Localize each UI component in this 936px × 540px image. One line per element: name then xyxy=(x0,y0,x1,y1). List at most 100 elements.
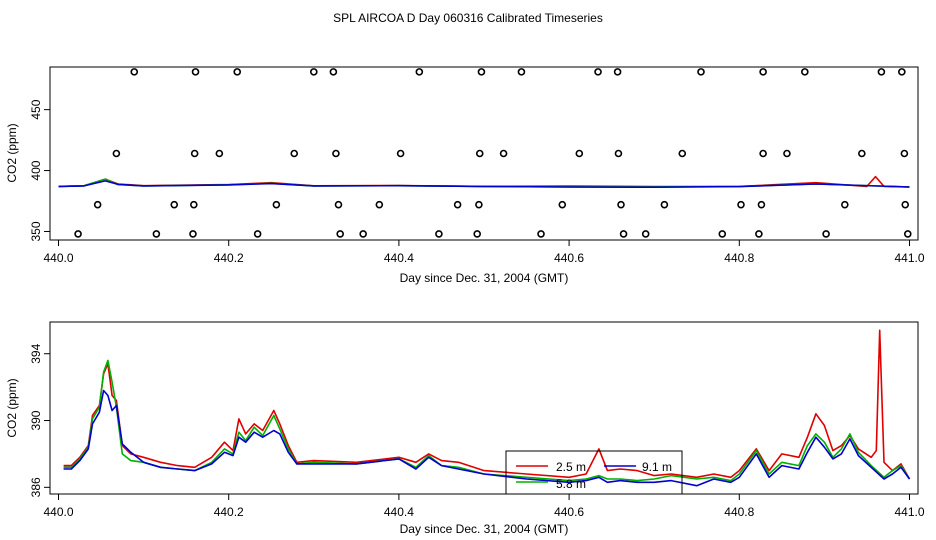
reference-marker xyxy=(660,200,669,209)
reference-marker xyxy=(190,149,199,158)
reference-marker xyxy=(759,149,767,158)
legend-label-5-8m: 5.8 m xyxy=(556,477,586,491)
reference-marker xyxy=(191,68,200,76)
reference-marker xyxy=(841,200,849,209)
reference-marker xyxy=(619,230,628,238)
top-x-axis-title: Day since Dec. 31, 2004 (GMT) xyxy=(400,271,569,285)
chart-title: SPL AIRCOA D Day 060316 Calibrated Times… xyxy=(333,11,603,25)
reference-marker xyxy=(678,149,687,158)
bottom-series-line-5-8-m xyxy=(63,359,911,482)
reference-marker xyxy=(189,230,197,238)
top-x-tick-label: 441.0 xyxy=(894,251,924,265)
bottom-y-axis-title: CO2 (ppm) xyxy=(5,378,19,437)
reference-marker xyxy=(130,68,139,76)
bottom-x-axis-title: Day since Dec. 31, 2004 (GMT) xyxy=(400,522,569,536)
bottom-x-tick-label: 440.8 xyxy=(724,505,754,519)
reference-marker xyxy=(152,230,161,238)
top-y-tick-label: 400 xyxy=(29,160,43,180)
reference-marker xyxy=(290,149,299,158)
reference-marker xyxy=(112,149,121,158)
bottom-y-tick-label: 394 xyxy=(29,343,43,363)
reference-marker xyxy=(253,230,262,238)
top-series-group xyxy=(58,175,910,188)
bottom-x-axis: 440.0 440.2 440.4 440.6 440.8 441.0 xyxy=(43,494,925,519)
reference-marker xyxy=(334,200,343,209)
reference-marker xyxy=(170,200,179,209)
reference-marker xyxy=(614,149,623,158)
reference-marker xyxy=(877,68,886,76)
bottom-x-tick-label: 440.6 xyxy=(554,505,584,519)
top-x-tick-label: 440.4 xyxy=(384,251,414,265)
reference-marker xyxy=(617,200,625,209)
bottom-x-tick-label: 440.2 xyxy=(214,505,244,519)
reference-marker xyxy=(190,200,198,209)
reference-marker xyxy=(575,149,584,158)
reference-marker xyxy=(475,149,484,158)
reference-marker xyxy=(93,200,102,209)
reference-marker xyxy=(858,149,866,158)
reference-marker xyxy=(517,68,526,76)
reference-marker xyxy=(900,149,909,158)
reference-marker xyxy=(332,149,340,158)
reference-marker xyxy=(755,230,763,238)
legend-box xyxy=(505,450,683,495)
top-series-line-9-1-m xyxy=(58,180,910,188)
bottom-y-tick-label: 386 xyxy=(29,477,43,497)
reference-marker xyxy=(477,68,486,76)
reference-marker xyxy=(903,230,912,238)
reference-marker xyxy=(613,68,622,76)
bottom-x-tick-label: 441.0 xyxy=(894,505,924,519)
top-plot-frame xyxy=(49,66,919,241)
reference-marker xyxy=(359,230,367,238)
reference-marker xyxy=(329,68,338,76)
reference-marker xyxy=(558,200,567,209)
reference-marker xyxy=(901,200,910,209)
reference-marker xyxy=(310,68,318,76)
reference-marker xyxy=(74,230,82,238)
reference-marker xyxy=(759,68,767,76)
reference-marker xyxy=(783,149,791,158)
bottom-y-tick-label: 390 xyxy=(29,410,43,430)
reference-marker xyxy=(435,230,443,238)
bottom-x-tick-label: 440.0 xyxy=(43,505,73,519)
reference-marker xyxy=(272,200,281,209)
reference-marker xyxy=(375,200,384,209)
reference-marker xyxy=(453,200,462,209)
legend: 2.5 m 9.1 m 5.8 m xyxy=(505,450,683,495)
reference-marker xyxy=(737,200,745,209)
top-x-tick-label: 440.0 xyxy=(43,251,73,265)
reference-marker xyxy=(594,68,602,76)
reference-marker xyxy=(697,68,705,76)
top-x-tick-label: 440.8 xyxy=(724,251,754,265)
reference-marker xyxy=(898,68,906,76)
bottom-plot-frame xyxy=(49,321,919,495)
reference-marker xyxy=(215,149,224,158)
top-panel: 350 400 450 440.0 440.2 440.4 440.6 440.8 441.0… xyxy=(5,66,925,285)
bottom-x-tick-label: 440.4 xyxy=(384,505,414,519)
top-reference-markers xyxy=(74,68,912,238)
top-y-tick-label: 350 xyxy=(29,221,43,241)
reference-marker xyxy=(473,230,481,238)
bottom-y-axis: 386 390 394 xyxy=(29,343,50,497)
reference-marker xyxy=(718,230,727,238)
reference-marker xyxy=(499,149,508,158)
top-y-axis: 350 400 450 xyxy=(29,99,50,241)
top-x-axis: 440.0 440.2 440.4 440.6 440.8 441.0 xyxy=(43,240,925,265)
reference-marker xyxy=(475,200,483,209)
reference-marker xyxy=(336,230,344,238)
reference-marker xyxy=(396,149,405,158)
top-y-tick-label: 450 xyxy=(29,99,43,119)
reference-marker xyxy=(537,230,545,238)
reference-marker xyxy=(233,68,242,76)
bottom-panel: 386 390 394 440.0 440.2 440.4 440.6 440.8 441.0… xyxy=(5,321,925,536)
bottom-series-group xyxy=(63,329,911,487)
reference-marker xyxy=(801,68,809,76)
reference-marker xyxy=(415,68,424,76)
top-x-tick-label: 440.6 xyxy=(554,251,584,265)
bottom-series-line-9-1-m xyxy=(63,389,911,487)
legend-label-2-5m: 2.5 m xyxy=(556,460,586,474)
bottom-series-line-2-5-m xyxy=(63,329,911,480)
top-x-tick-label: 440.2 xyxy=(214,251,244,265)
top-y-axis-title: CO2 (ppm) xyxy=(5,123,19,182)
